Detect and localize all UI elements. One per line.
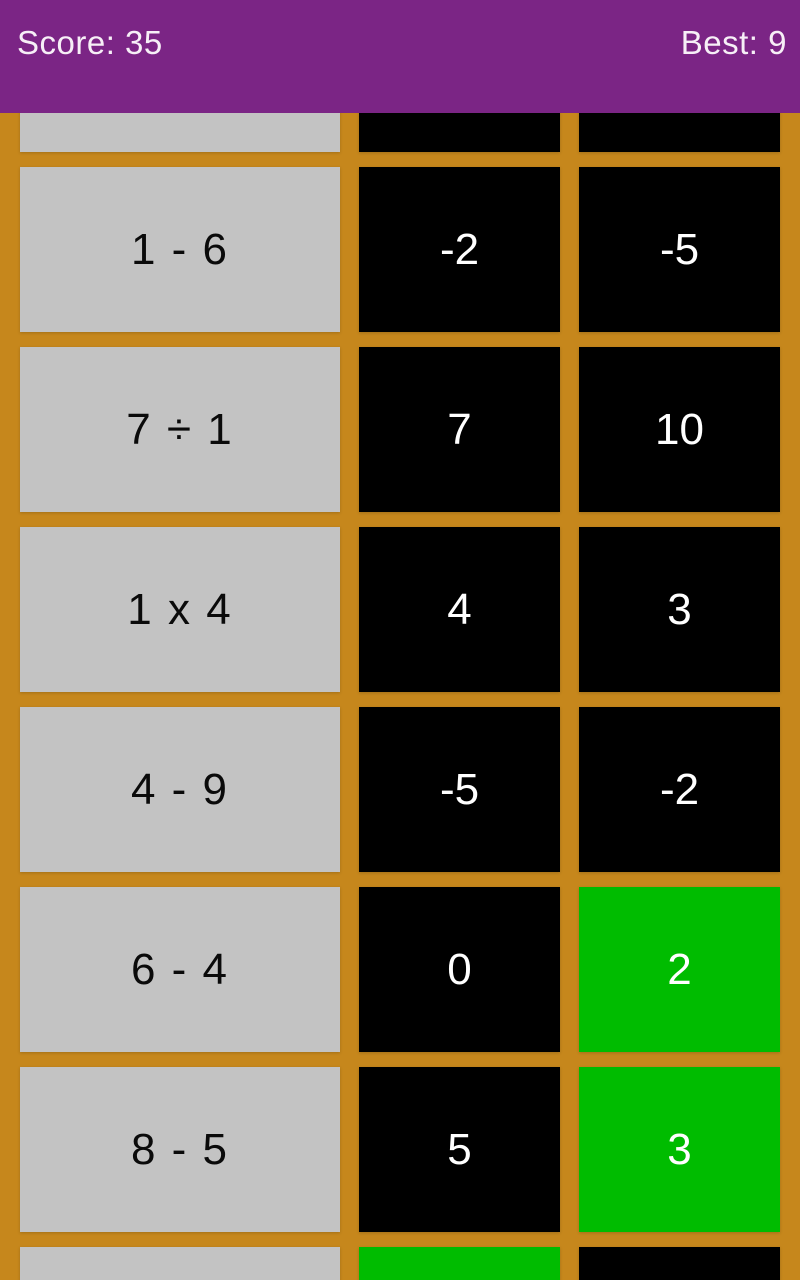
- app-bar: Score: 35 Best: 9: [0, 0, 800, 113]
- expression-cell: 6 - 4: [20, 887, 340, 1052]
- puzzle-row: 1 x 4 4 3: [0, 527, 800, 692]
- expression-cell: 7 ÷ 1: [20, 347, 340, 512]
- puzzle-row: 1 - 6 -2 -5: [0, 167, 800, 332]
- puzzle-row: [0, 1247, 800, 1280]
- expression-cell: 4 - 9: [20, 707, 340, 872]
- answer-cell[interactable]: 0: [359, 887, 560, 1052]
- answer-cell[interactable]: 4: [359, 527, 560, 692]
- answer-cell[interactable]: 2: [579, 887, 780, 1052]
- expression-cell: [20, 1247, 340, 1280]
- answer-cell[interactable]: -5: [579, 167, 780, 332]
- puzzle-row: 4 - 9 -5 -2: [0, 707, 800, 872]
- answer-cell[interactable]: 5: [359, 1067, 560, 1232]
- expression-cell: 1 - 6: [20, 167, 340, 332]
- answer-cell[interactable]: 3: [579, 1067, 780, 1232]
- answer-cell[interactable]: 3: [579, 527, 780, 692]
- answer-cell[interactable]: -2: [579, 707, 780, 872]
- answer-cell[interactable]: -2: [359, 167, 560, 332]
- puzzle-row: 6 - 4 0 2: [0, 887, 800, 1052]
- best-label: Best: 9: [680, 24, 787, 61]
- answer-cell[interactable]: 7: [359, 347, 560, 512]
- answer-cell[interactable]: [359, 1247, 560, 1280]
- answer-cell[interactable]: 10: [579, 347, 780, 512]
- score-label: Score: 35: [17, 24, 163, 61]
- expression-cell: 1 x 4: [20, 527, 340, 692]
- puzzle-row: 7 ÷ 1 7 10: [0, 347, 800, 512]
- expression-cell: 8 - 5: [20, 1067, 340, 1232]
- answer-cell[interactable]: -5: [359, 707, 560, 872]
- answer-cell[interactable]: [579, 1247, 780, 1280]
- puzzle-row: 8 - 5 5 3: [0, 1067, 800, 1232]
